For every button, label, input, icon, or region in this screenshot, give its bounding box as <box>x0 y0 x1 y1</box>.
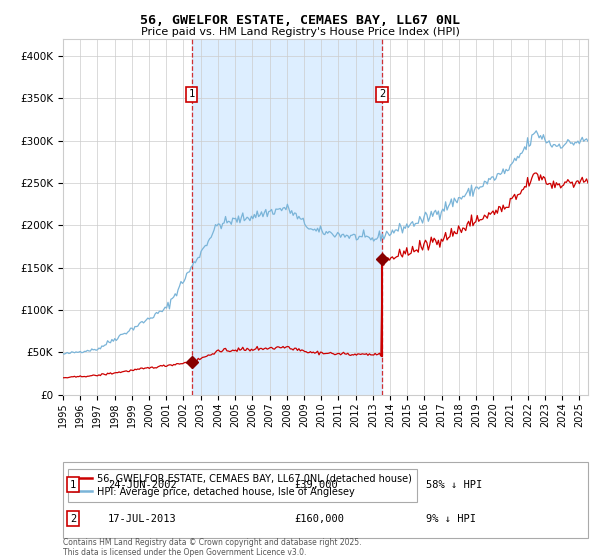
Text: 56, GWELFOR ESTATE, CEMAES BAY, LL67 0NL: 56, GWELFOR ESTATE, CEMAES BAY, LL67 0NL <box>140 14 460 27</box>
Bar <box>192 39 382 395</box>
Text: 1: 1 <box>188 89 195 99</box>
Text: 2: 2 <box>379 89 385 99</box>
Legend: 56, GWELFOR ESTATE, CEMAES BAY, LL67 0NL (detached house), HPI: Average price, d: 56, GWELFOR ESTATE, CEMAES BAY, LL67 0NL… <box>68 469 417 502</box>
Text: Price paid vs. HM Land Registry's House Price Index (HPI): Price paid vs. HM Land Registry's House … <box>140 27 460 37</box>
Text: £160,000: £160,000 <box>294 514 344 524</box>
Text: 58% ↓ HPI: 58% ↓ HPI <box>426 480 482 489</box>
Text: 9% ↓ HPI: 9% ↓ HPI <box>426 514 476 524</box>
Text: 1: 1 <box>70 480 76 489</box>
Text: 24-JUN-2002: 24-JUN-2002 <box>108 480 177 489</box>
Text: Contains HM Land Registry data © Crown copyright and database right 2025.
This d: Contains HM Land Registry data © Crown c… <box>63 538 361 557</box>
Text: 17-JUL-2013: 17-JUL-2013 <box>108 514 177 524</box>
Text: £39,000: £39,000 <box>294 480 338 489</box>
Text: 2: 2 <box>70 514 76 524</box>
